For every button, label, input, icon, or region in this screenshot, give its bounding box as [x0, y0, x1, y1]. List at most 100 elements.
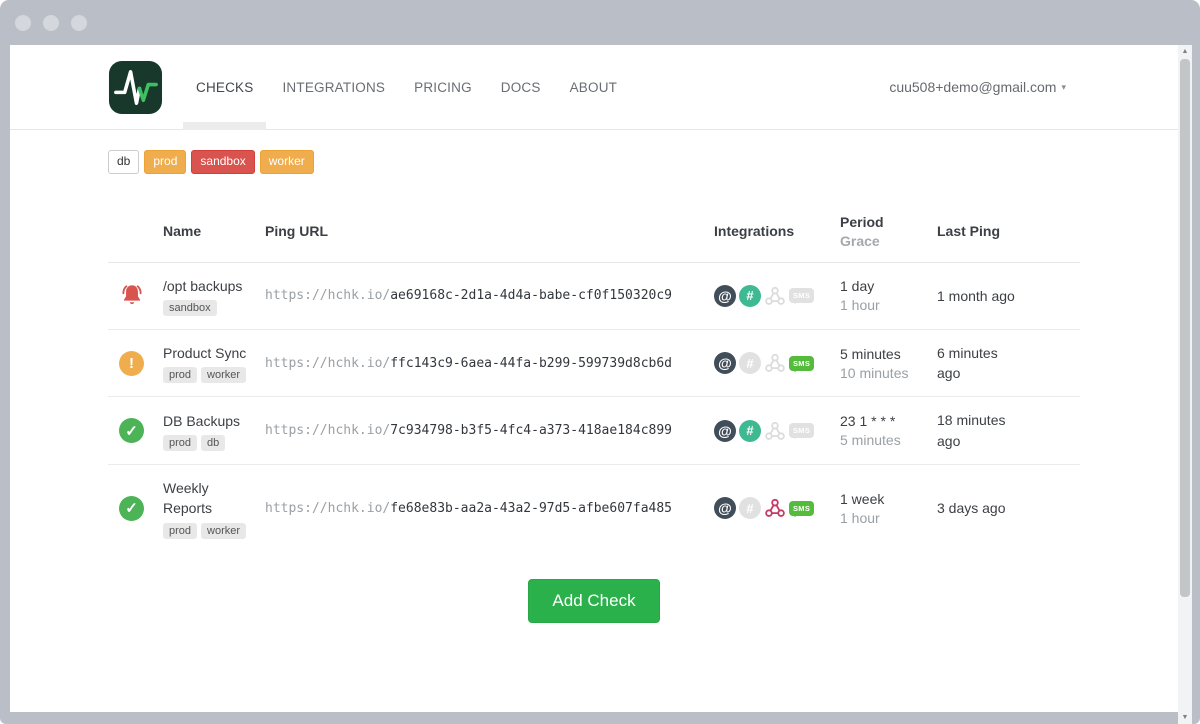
ping-url-code: ffc143c9-6aea-44fa-b299-599739d8cb6d [390, 355, 672, 371]
main-nav: CHECKS INTEGRATIONS PRICING DOCS ABOUT [182, 79, 618, 130]
ping-url[interactable]: https://hchk.io/7c934798-b3f5-4fc4-a373-… [265, 423, 714, 438]
scrollbar[interactable]: ▲ ▼ [1178, 45, 1192, 724]
scroll-up-icon[interactable]: ▲ [1181, 48, 1189, 55]
tag-badge-worker: worker [201, 522, 247, 539]
scroll-down-icon[interactable]: ▼ [1181, 714, 1189, 721]
status-up-icon: ✓ [119, 495, 144, 521]
last-ping-value: 1 month ago [937, 287, 1015, 304]
nav-item-docs[interactable]: DOCS [500, 79, 541, 95]
grace-value: 1 hour [840, 509, 880, 526]
status-cell: ! [108, 350, 163, 376]
integrations-cell: @ # SMS [714, 419, 840, 442]
period-cell: 23 1 * * * 5 minutes [840, 413, 937, 448]
header-period-grace: Period Grace [840, 214, 937, 249]
table-body: /opt backups sandbox https://hchk.io/ae6… [108, 263, 1080, 552]
header-last-ping: Last Ping [937, 223, 1001, 240]
check-name[interactable]: DB Backups [163, 412, 241, 429]
status-cell: ✓ [108, 495, 163, 521]
ping-url[interactable]: https://hchk.io/ffc143c9-6aea-44fa-b299-… [265, 356, 714, 371]
nav-item-pricing[interactable]: PRICING [414, 79, 472, 95]
status-cell [108, 282, 163, 310]
scrollbar-thumb[interactable] [1180, 59, 1190, 597]
name-cell: /opt backups sandbox [163, 276, 265, 316]
status-cell: ✓ [108, 418, 163, 444]
webhook-integration-icon [764, 497, 786, 519]
ping-url[interactable]: https://hchk.io/fe68e83b-aa2a-43a2-97d5-… [265, 501, 714, 516]
name-cell: DB Backups prod db [163, 411, 265, 451]
page-content: CHECKS INTEGRATIONS PRICING DOCS ABOUT cuu50… [10, 45, 1178, 712]
tag-badge-prod: prod [163, 522, 198, 539]
table-header-row: Name Ping URL Integrations Period Grace … [108, 198, 1080, 263]
tag-list: sandbox [163, 299, 247, 316]
table-row: ✓ Weekly Reports prod worker https://hchk… [108, 465, 1080, 552]
webhook-integration-icon [764, 352, 786, 374]
nav-item-checks[interactable]: CHECKS [182, 79, 268, 130]
tag-badge-db: db [201, 434, 226, 451]
filter-tag-prod[interactable]: prod [144, 150, 187, 174]
checks-table: Name Ping URL Integrations Period Grace … [108, 198, 1080, 552]
check-name[interactable]: Product Sync [163, 345, 247, 362]
app-logo[interactable] [108, 60, 163, 115]
check-name[interactable]: /opt backups [163, 277, 243, 294]
filter-tag-sandbox[interactable]: sandbox [191, 150, 255, 174]
grace-value: 1 hour [840, 297, 880, 314]
last-ping-value: 6 minutes ago [937, 344, 998, 382]
ping-url[interactable]: https://hchk.io/ae69168c-2d1a-4d4a-babe-… [265, 288, 714, 303]
header-ping-url: Ping URL [265, 223, 328, 240]
ping-url-prefix: https://hchk.io/ [265, 288, 391, 304]
sms-integration-icon: SMS [789, 288, 815, 305]
tag-list: prod worker [163, 522, 247, 539]
sms-integration-icon: SMS [789, 423, 815, 440]
last-ping-cell: 6 minutes ago [937, 343, 1080, 384]
tag-badge-prod: prod [163, 434, 198, 451]
header-integrations: Integrations [714, 223, 795, 240]
last-ping-cell: 1 month ago [937, 286, 1080, 306]
tag-badge-prod: prod [163, 367, 198, 384]
window-button-1[interactable] [15, 14, 31, 31]
name-cell: Product Sync prod worker [163, 343, 265, 384]
heartbeat-logo-icon [108, 60, 163, 114]
last-ping-cell: 3 days ago [937, 498, 1080, 518]
email-integration-icon: @ [714, 284, 736, 307]
integrations-cell: @ # SMS [714, 497, 840, 520]
filter-bar: db prod sandbox worker [108, 150, 1178, 174]
filter-tag-db[interactable]: db [108, 150, 140, 174]
add-check-button[interactable]: Add Check [528, 578, 660, 623]
name-cell: Weekly Reports prod worker [163, 478, 265, 539]
period-cell: 1 day 1 hour [840, 278, 937, 313]
slack-integration-icon: # [739, 497, 761, 520]
email-integration-icon: @ [714, 497, 736, 520]
period-value: 5 minutes [840, 345, 901, 362]
integrations-cell: @ # SMS [714, 284, 840, 307]
tag-badge-sandbox: sandbox [163, 299, 217, 316]
period-value: 1 day [840, 278, 875, 295]
account-email: cuu508+demo@gmail.com [889, 79, 1057, 95]
ping-url-prefix: https://hchk.io/ [265, 423, 391, 439]
ping-url-code: ae69168c-2d1a-4d4a-babe-cf0f150320c9 [390, 288, 672, 304]
email-integration-icon: @ [714, 352, 736, 375]
window-button-3[interactable] [71, 14, 87, 31]
table-row: ✓ DB Backups prod db https://hchk.io/7c93… [108, 397, 1080, 466]
slack-integration-icon: # [739, 284, 761, 307]
ping-url-prefix: https://hchk.io/ [265, 355, 391, 371]
email-integration-icon: @ [714, 419, 736, 442]
account-menu[interactable]: cuu508+demo@gmail.com ▾ [889, 79, 1066, 95]
period-value: 23 1 * * * [840, 413, 896, 430]
period-value: 1 week [840, 490, 885, 507]
header-grace: Grace [840, 232, 880, 249]
status-up-icon: ✓ [119, 418, 144, 444]
nav-item-integrations[interactable]: INTEGRATIONS [282, 79, 386, 95]
check-name[interactable]: Weekly Reports [163, 480, 213, 517]
tag-list: prod worker [163, 367, 247, 384]
last-ping-value: 3 days ago [937, 500, 1006, 517]
alert-bell-icon [118, 282, 146, 310]
window-button-2[interactable] [43, 14, 59, 31]
chevron-down-icon: ▾ [1061, 81, 1066, 92]
period-cell: 1 week 1 hour [840, 491, 937, 526]
nav-item-about[interactable]: ABOUT [569, 79, 618, 95]
window-titlebar [0, 0, 1200, 45]
grace-value: 10 minutes [840, 364, 909, 381]
last-ping-cell: 18 minutes ago [937, 410, 1080, 451]
ping-url-code: fe68e83b-aa2a-43a2-97d5-afbe607fa485 [390, 500, 672, 516]
filter-tag-worker[interactable]: worker [259, 150, 314, 174]
